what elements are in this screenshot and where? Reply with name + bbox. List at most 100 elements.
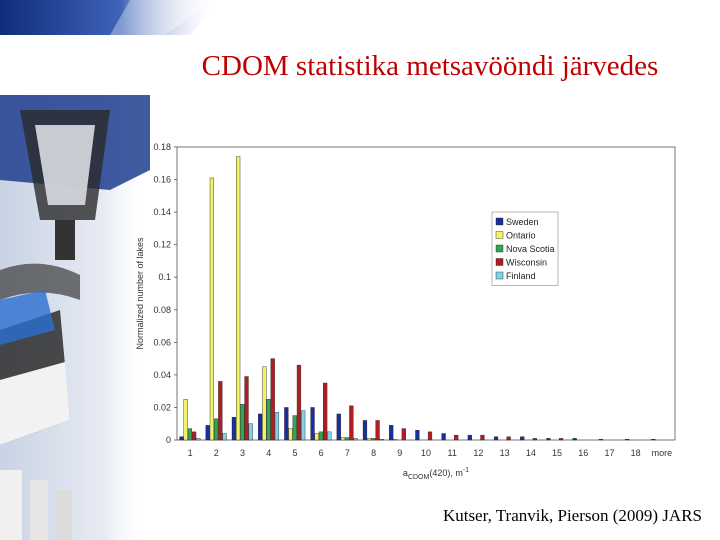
bar-ontario [288, 428, 293, 441]
x-tick-label: 11 [448, 448, 457, 458]
header-band [0, 0, 220, 35]
bar-ontario [236, 156, 241, 441]
bar-sweden [389, 425, 394, 441]
x-tick-label: 6 [319, 448, 324, 458]
bar-wisconsin [480, 434, 485, 441]
plot-area [176, 146, 676, 441]
x-tick-label: 1 [188, 448, 193, 458]
bar-sweden [651, 438, 656, 441]
x-tick-label: 8 [371, 448, 376, 458]
legend-label: Finland [506, 271, 536, 281]
legend-swatch [495, 244, 504, 253]
bar-ontario [340, 437, 346, 441]
bar-sweden [231, 417, 237, 441]
y-tick-label: 0.04 [153, 370, 171, 380]
legend-label: Sweden [506, 217, 539, 227]
bar-wisconsin [218, 381, 223, 441]
legend-swatch [495, 271, 504, 280]
bar-wisconsin [296, 364, 302, 441]
legend-swatch [495, 231, 504, 239]
bar-sweden [624, 438, 630, 441]
bar-wisconsin [558, 438, 564, 441]
x-tick-label: 18 [631, 448, 641, 458]
y-tick-label: 0.08 [153, 305, 171, 315]
x-tick-label: 17 [604, 448, 614, 458]
y-tick-label: 0.1 [158, 272, 171, 282]
bar-ontario [367, 438, 372, 441]
bar-nova-scotia [240, 403, 245, 441]
y-tick-label: 0.16 [153, 175, 171, 185]
legend-label: Ontario [506, 231, 536, 241]
bar-finland [301, 410, 306, 441]
x-tick-label: more [652, 448, 673, 458]
y-tick-label: 0 [166, 435, 171, 445]
x-tick-label: 14 [526, 448, 536, 458]
y-tick-label: 0.18 [153, 142, 171, 152]
bar-wisconsin [427, 431, 433, 441]
y-tick-label: 0.02 [153, 402, 171, 412]
bar-finland [248, 423, 253, 441]
bar-sweden [310, 407, 315, 441]
x-tick-label: 9 [397, 448, 402, 458]
legend-label: Nova Scotia [506, 244, 555, 254]
bar-wisconsin [506, 436, 511, 441]
x-tick-label: 13 [500, 448, 510, 458]
bar-wisconsin [270, 358, 275, 441]
chart: 0 0.02 0.04 0.06 0.08 0.1 0.12 0.14 0.16 0.18 Norm… [135, 142, 676, 481]
x-tick-label: 7 [345, 448, 350, 458]
bar-finland [274, 412, 280, 441]
bar-wisconsin [454, 434, 459, 441]
bar-wisconsin [323, 382, 328, 441]
bar-sweden [546, 438, 551, 441]
bar-finland [196, 438, 201, 441]
bar-sweden [336, 413, 341, 441]
bar-finland [222, 433, 227, 441]
bar-sweden [415, 430, 420, 441]
y-tick-label: 0.14 [153, 207, 171, 217]
bar-finland [353, 438, 358, 441]
bar-nova-scotia [371, 438, 376, 441]
legend-swatch [495, 217, 504, 226]
bar-ontario [393, 438, 398, 441]
bar-sweden [258, 413, 263, 441]
bar-wisconsin [192, 431, 197, 441]
bar-wisconsin [532, 438, 537, 441]
citation: Kutser, Tranvik, Pierson (2009) JARS [442, 506, 702, 525]
header-stripe [110, 0, 215, 35]
x-tick-label: 16 [578, 448, 588, 458]
y-tick-label: 0.06 [153, 337, 171, 347]
x-tick-label: 4 [266, 448, 271, 458]
bar-nova-scotia [266, 399, 271, 441]
y-tick-label: 0.12 [153, 240, 171, 250]
bar-nova-scotia [214, 418, 219, 441]
bar-wisconsin [244, 376, 249, 441]
slide-title: CDOM statistika metsavööndi järvedes [201, 50, 659, 82]
y-axis-label: Normalized number of lakes [135, 237, 145, 350]
bar-nova-scotia [187, 428, 193, 441]
bar-nova-scotia [318, 431, 324, 441]
bar-wisconsin [349, 405, 354, 441]
bar-sweden [179, 436, 184, 441]
bar-sweden [598, 438, 603, 441]
bar-nova-scotia [292, 415, 297, 441]
bar-sweden [467, 434, 472, 441]
bar-wisconsin [401, 428, 406, 441]
x-tick-label: 12 [473, 448, 483, 458]
x-tick-label: 2 [214, 448, 219, 458]
x-tick-label: 5 [292, 448, 297, 458]
bar-ontario [262, 366, 267, 441]
bar-sweden [520, 436, 525, 441]
bar-nova-scotia [345, 437, 350, 441]
bar-finland [327, 431, 332, 441]
bar-wisconsin [375, 420, 380, 441]
bar-finland [379, 438, 384, 441]
bar-ontario [314, 433, 319, 441]
bar-sweden [441, 433, 446, 441]
x-tick-label: 10 [421, 448, 431, 458]
x-tick-label: 3 [240, 448, 245, 458]
legend-label: Wisconsin [506, 258, 547, 268]
x-axis-label: aCDOM(420), m-1 [403, 467, 469, 481]
bar-sweden [572, 438, 577, 441]
